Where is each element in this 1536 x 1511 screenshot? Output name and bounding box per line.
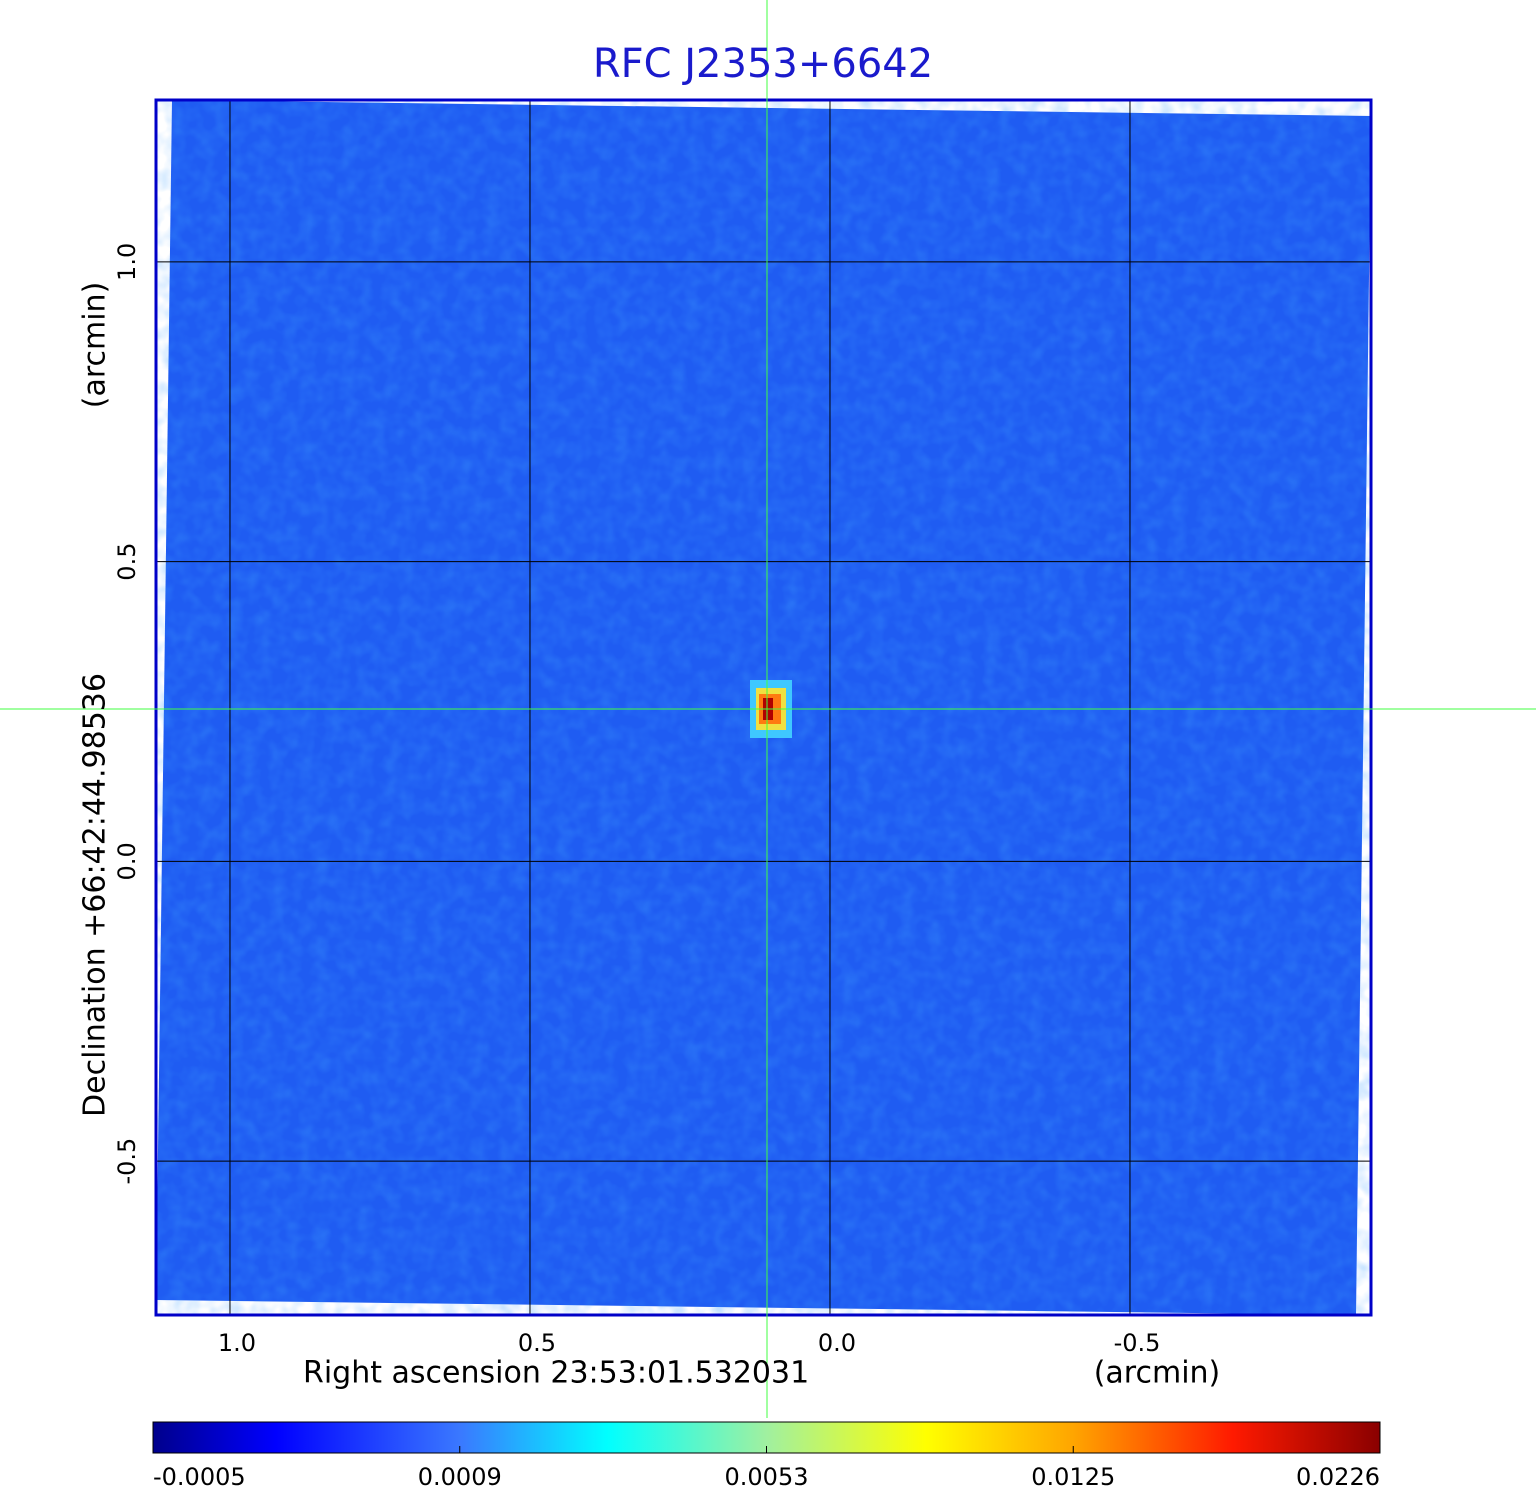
y-tick-label: 0.5 (113, 543, 141, 581)
colorbar-tick-label: -0.0005 (153, 1463, 246, 1491)
x-axis-unit: (arcmin) (1094, 1356, 1221, 1391)
colorbar-tick-label: 0.0125 (1031, 1463, 1115, 1491)
y-tick-label: 1.0 (113, 243, 141, 281)
x-tick-label: 1.0 (218, 1329, 256, 1357)
y-axis-label: Declination +66:42:44.98536 (78, 673, 113, 1117)
y-tick-label: -0.5 (113, 1138, 141, 1185)
grid (156, 100, 1371, 1315)
x-tick-label: 0.0 (818, 1329, 856, 1357)
x-tick-label: 0.5 (518, 1329, 556, 1357)
colorbar-ticks: -0.0005 0.0009 0.0053 0.0125 0.0226 (152, 1446, 1381, 1491)
colorbar-tick-label: 0.0009 (418, 1463, 502, 1491)
colorbar-tick-label: 0.0226 (1296, 1463, 1380, 1491)
x-axis-label: Right ascension 23:53:01.532031 (303, 1356, 809, 1391)
x-tick-label: -0.5 (1114, 1329, 1161, 1357)
colorbar-tick-label: 0.0053 (725, 1463, 809, 1491)
chart-title: RFC J2353+6642 (593, 41, 933, 87)
frame (154, 98, 1373, 1317)
y-axis-unit: (arcmin) (78, 282, 113, 409)
y-tick-label: 0.0 (113, 842, 141, 880)
